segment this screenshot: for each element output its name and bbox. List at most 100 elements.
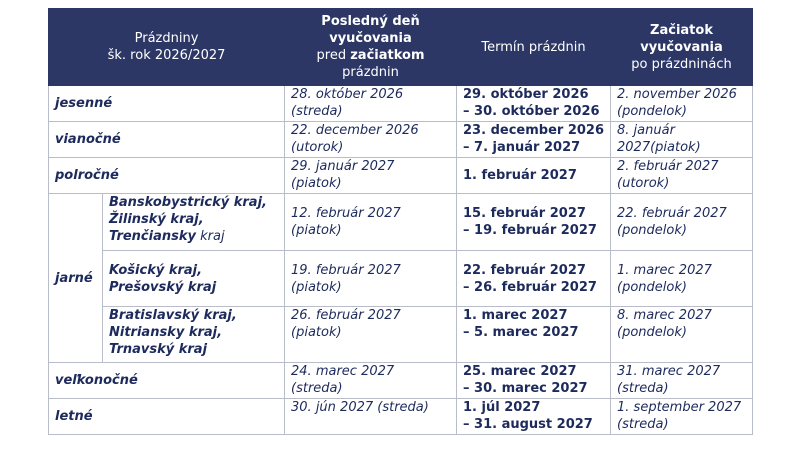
- table-row: jarné Banskobystrický kraj, Žilinský kraj…: [48, 193, 754, 363]
- term-end: – 5. marec 2027: [463, 325, 579, 340]
- header-holidays: Prázdniny šk. rok 2026/2027: [47, 8, 286, 86]
- start-date: 8. január: [617, 123, 675, 138]
- start-weekday: 2027(piatok): [617, 140, 701, 155]
- last-day-weekday: (piatok): [291, 325, 342, 340]
- holiday-name: letné: [47, 398, 286, 435]
- start-date: 1. marec 2027: [617, 262, 712, 278]
- region-line: Bratislavský kraj,: [109, 308, 237, 323]
- table-row: veľkonočné 24. marec 2027 (streda) 25. ma…: [47, 362, 754, 399]
- start-cell: 8. január 2027(piatok): [610, 121, 754, 158]
- last-day-weekday: (streda): [291, 104, 343, 119]
- term-start: 22. február 2027: [463, 262, 586, 278]
- holiday-name: vianočné: [47, 121, 286, 158]
- start-cell: 2. február 2027 (utorok): [610, 157, 754, 194]
- start-date: 22. február 2027: [617, 206, 727, 221]
- region-line: Košický kraj,: [109, 262, 203, 278]
- last-day-cell: 22. december 2026 (utorok): [284, 121, 458, 158]
- term-end: – 30. október 2026: [463, 104, 600, 119]
- region-cell: Košický kraj, Prešovský kraj: [101, 250, 286, 307]
- header-holidays-line2: šk. rok 2026/2027: [107, 48, 226, 63]
- term-end: – 7. január 2027: [463, 140, 581, 155]
- start-date: 31. marec 2027: [617, 364, 721, 379]
- start-date: 2. november 2026: [617, 87, 737, 102]
- start-cell: 8. marec 2027 (pondelok): [610, 306, 754, 363]
- start-weekday: (pondelok): [617, 279, 687, 295]
- term-cell: 1. marec 2027 – 5. marec 2027: [456, 306, 612, 363]
- start-cell: 2. november 2026 (pondelok): [610, 85, 754, 122]
- start-cell: 1. september 2027 (streda): [610, 398, 754, 435]
- last-day-date: 19. február 2027: [291, 262, 401, 278]
- region-line-suffix: kraj: [195, 229, 225, 244]
- term-start: 1. marec 2027: [463, 308, 568, 323]
- last-day-date: 30. jún 2027 (streda): [291, 400, 429, 415]
- table-row: Bratislavský kraj, Nitriansky kraj, Trnavs…: [49, 306, 754, 363]
- header-last-day-line2: vyučovania: [329, 31, 412, 46]
- term-end: – 30. marec 2027: [463, 381, 588, 396]
- term-start: 25. marec 2027: [463, 364, 577, 379]
- last-day-cell: 30. jún 2027 (streda): [284, 398, 458, 435]
- table-row: vianočné 22. december 2026 (utorok) 23. d…: [47, 121, 754, 158]
- term-cell: 1. február 2027: [456, 157, 612, 194]
- header-term: Termín prázdnin: [456, 8, 612, 86]
- last-day-cell: 19. február 2027 (piatok): [284, 250, 458, 307]
- header-last-day-line3b: začiatkom: [350, 48, 425, 63]
- term-start: 1. február 2027: [463, 168, 577, 183]
- start-weekday: (utorok): [617, 176, 670, 191]
- start-cell: 31. marec 2027 (streda): [610, 362, 754, 399]
- term-start: 15. február 2027: [463, 206, 586, 221]
- start-cell: 22. február 2027 (pondelok): [610, 193, 754, 251]
- header-start: Začiatok vyučovania po prázdninách: [610, 8, 754, 86]
- term-cell: 22. február 2027– 26. február 2027: [456, 250, 612, 307]
- header-term-label: Termín prázdnin: [481, 39, 586, 55]
- term-cell: 25. marec 2027 – 30. marec 2027: [456, 362, 612, 399]
- term-start: 1. júl 2027: [463, 400, 541, 415]
- last-day-weekday: (streda): [291, 381, 343, 396]
- start-weekday: (streda): [617, 381, 669, 396]
- term-end: – 19. február 2027: [463, 223, 597, 238]
- holiday-name: polročné: [47, 157, 286, 194]
- start-weekday: (pondelok): [617, 104, 687, 119]
- start-weekday: (streda): [617, 417, 669, 432]
- header-last-day: Posledný deň vyučovania pred začiatkom p…: [284, 8, 458, 86]
- region-line: Trnavský kraj: [109, 342, 208, 357]
- holiday-name: jesenné: [47, 85, 286, 122]
- start-date: 1. september 2027: [617, 400, 742, 415]
- term-cell: 29. október 2026 – 30. október 2026: [456, 85, 612, 122]
- last-day-cell: 29. január 2027 (piatok): [284, 157, 458, 194]
- header-start-line2: vyučovania: [640, 39, 723, 55]
- term-cell: 15. február 2027 – 19. február 2027: [456, 193, 612, 251]
- header-start-line3: po prázdninách: [631, 56, 732, 72]
- term-cell: 23. december 2026 – 7. január 2027: [456, 121, 612, 158]
- region-line: Prešovský kraj: [109, 279, 217, 295]
- last-day-date: 26. február 2027: [291, 308, 401, 323]
- last-day-weekday: (utorok): [291, 140, 344, 155]
- holiday-name: jarné: [48, 193, 103, 363]
- term-end: – 31. august 2027: [463, 417, 593, 432]
- term-start: 29. október 2026: [463, 87, 589, 102]
- start-date: 2. február 2027: [617, 159, 719, 174]
- header-last-day-line1: Posledný deň: [321, 14, 420, 29]
- start-weekday: (pondelok): [617, 325, 687, 340]
- last-day-weekday: (piatok): [291, 223, 342, 238]
- start-date: 8. marec 2027: [617, 308, 712, 323]
- last-day-cell: 26. február 2027 (piatok): [284, 306, 458, 363]
- last-day-date: 24. marec 2027: [291, 364, 395, 379]
- last-day-date: 12. február 2027: [291, 206, 401, 221]
- term-end: – 26. február 2027: [463, 279, 597, 295]
- term-start: 23. december 2026: [463, 123, 605, 138]
- header-last-day-line3a: pred: [316, 48, 351, 63]
- table-row: Košický kraj, Prešovský kraj 19. február …: [49, 250, 754, 307]
- last-day-date: 22. december 2026: [291, 123, 419, 138]
- region-cell: Bratislavský kraj, Nitriansky kraj, Trnavs…: [101, 306, 286, 363]
- last-day-weekday: (piatok): [291, 279, 342, 295]
- region-line: Banskobystrický kraj,: [109, 195, 267, 210]
- holiday-name: veľkonočné: [47, 362, 286, 399]
- region-cell: Banskobystrický kraj, Žilinský kraj, Trenč…: [101, 193, 286, 251]
- start-cell: 1. marec 2027 (pondelok): [610, 250, 754, 307]
- table-row: jesenné 28. október 2026 (streda) 29. okt…: [47, 85, 754, 122]
- last-day-date: 28. október 2026: [291, 87, 404, 102]
- last-day-date: 29. január 2027: [291, 159, 395, 174]
- region-line: Nitriansky kraj,: [109, 325, 223, 340]
- last-day-cell: 28. október 2026 (streda): [284, 85, 458, 122]
- table-row: letné 30. jún 2027 (streda) 1. júl 2027 –…: [47, 398, 754, 435]
